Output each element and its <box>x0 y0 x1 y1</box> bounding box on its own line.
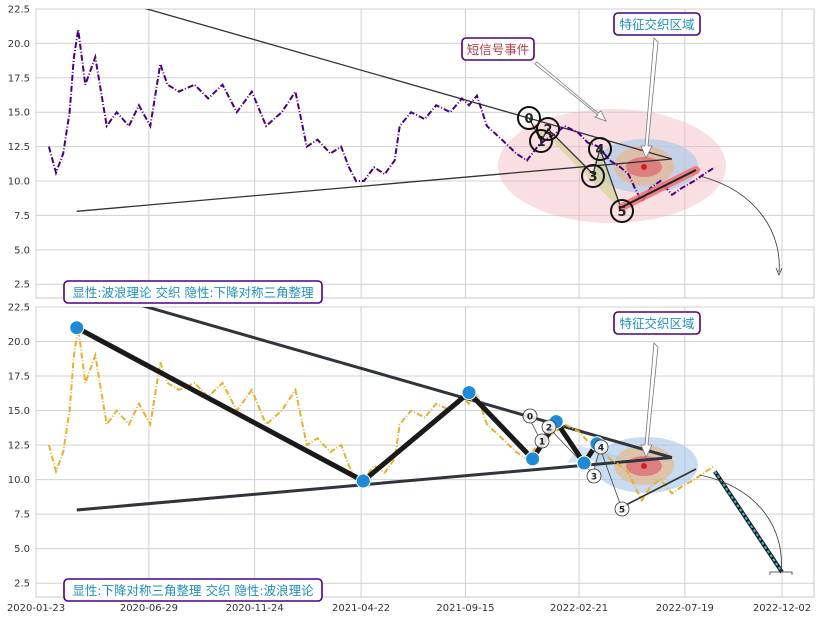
trendline-lower <box>76 456 673 512</box>
wave-marker-label: 4 <box>598 444 604 454</box>
wave-marker-circle <box>593 439 609 455</box>
wave-marker-circle <box>541 419 557 435</box>
trendline-lower <box>76 158 673 212</box>
pivot-point <box>525 451 541 467</box>
y-tick-label: 5.0 <box>14 245 30 256</box>
top-trendlines <box>76 9 673 212</box>
wave-marker-circle <box>529 129 553 153</box>
y-tick-label: 7.5 <box>14 211 30 222</box>
top-feature-arrow <box>640 37 659 159</box>
x-tick-label: 2021-09-15 <box>436 603 494 614</box>
y-tick-label: 22.5 <box>8 5 30 16</box>
bottom-projection-highlight <box>713 470 783 573</box>
svg-text:特征交织区域: 特征交织区域 <box>619 316 694 331</box>
wave-marker-label: 0 <box>527 413 533 423</box>
top-pattern-label: 显性:波浪理论 交织 隐性:下降对称三角整理 <box>63 280 323 304</box>
y-tick-label: 12.5 <box>8 142 30 153</box>
bottom-price-series <box>47 327 716 503</box>
pivot-point <box>355 473 371 489</box>
x-tick-label: 2021-04-22 <box>332 603 390 614</box>
pivot-point <box>69 320 85 336</box>
wave-marker-circle <box>588 137 612 161</box>
trendline-upper <box>144 9 673 160</box>
x-tick-label: 2022-02-21 <box>550 603 608 614</box>
y-tick-label: 5.0 <box>14 544 30 555</box>
y-tick-label: 17.5 <box>8 73 30 84</box>
y-tick-label: 2.5 <box>14 579 30 590</box>
wave-marker-label: 1 <box>536 135 545 150</box>
wave-marker-circle <box>610 199 634 223</box>
y-tick-label: 15.0 <box>8 108 30 119</box>
bottom-projection-bracket <box>769 571 793 575</box>
x-tick-labels: 2020-01-23 2020-06-29 2020-11-24 2021-04-22… <box>7 603 811 614</box>
y-tick-label: 15.0 <box>8 406 30 417</box>
top-price-series <box>47 29 716 204</box>
wave-marker-label: 0 <box>524 112 533 127</box>
wave-marker-circle <box>581 164 605 188</box>
wave-marker-circle <box>534 433 550 449</box>
wave-marker-circle <box>586 468 602 484</box>
bottom-trendlines <box>76 307 673 512</box>
x-tick-label: 2020-01-23 <box>7 603 65 614</box>
svg-text:短信号事件: 短信号事件 <box>467 42 530 57</box>
y-tick-label: 22.5 <box>8 303 30 314</box>
top-feature-zone-label: 特征交织区域 <box>613 12 701 36</box>
y-tick-label: 17.5 <box>8 372 30 383</box>
top-projection-arrowhead <box>775 267 783 277</box>
y-tick-label: 10.0 <box>8 475 30 486</box>
bottom-panel: 2.5 5.0 7.5 10.0 12.5 15.0 17.5 20.0 22.5 2020-0… <box>7 303 815 614</box>
top-panel: 2.5 5.0 7.5 10.0 12.5 15.0 17.5 20.0 22.5 012 3 4 5 <box>8 5 815 304</box>
x-tick-label: 2022-12-02 <box>753 603 811 614</box>
top-y-tick-labels: 2.5 5.0 7.5 10.0 12.5 15.0 17.5 20.0 22.5 <box>8 5 30 291</box>
y-tick-label: 7.5 <box>14 510 30 521</box>
x-tick-label: 2022-07-19 <box>656 603 714 614</box>
y-tick-label: 20.0 <box>8 337 30 348</box>
wave-marker-label: 1 <box>539 438 545 448</box>
bottom-projection-arc <box>699 474 782 573</box>
y-tick-label: 10.0 <box>8 177 30 188</box>
wave-marker-circle <box>522 408 538 424</box>
y-tick-label: 20.0 <box>8 39 30 50</box>
trendline-upper <box>141 307 673 459</box>
wave-marker-label: 3 <box>588 170 597 185</box>
pivot-point <box>461 385 477 401</box>
svg-text:显性:波浪理论 交织 隐性:下降对称三角整理: 显性:波浪理论 交织 隐性:下降对称三角整理 <box>72 285 314 300</box>
wave-marker-label: 3 <box>591 473 597 483</box>
bottom-wave-markers: 0 12 3 4 5 <box>522 408 630 517</box>
top-wave-markers: 012 3 4 5 <box>517 106 634 223</box>
top-short-signal-arrow <box>534 61 607 122</box>
wave-marker-label: 5 <box>617 205 626 220</box>
wave-marker-circle <box>517 106 541 130</box>
top-short-signal-label: 短信号事件 <box>461 37 535 61</box>
y-tick-label: 2.5 <box>14 280 30 291</box>
bottom-feature-zone <box>594 437 698 493</box>
top-projection-arrow <box>699 175 780 273</box>
bottom-y-tick-labels: 2.5 5.0 7.5 10.0 12.5 15.0 17.5 20.0 22.5 <box>8 303 30 590</box>
wave-marker-label: 2 <box>543 123 552 138</box>
bottom-feature-zone-label: 特征交织区域 <box>613 311 701 335</box>
wave-marker-circle <box>614 501 630 517</box>
svg-text:特征交织区域: 特征交织区域 <box>619 17 694 32</box>
bottom-pattern-label: 显性:下降对称三角整理 交织 隐性:波浪理论 <box>63 578 323 602</box>
bottom-pivot-markers <box>69 320 605 489</box>
wave-marker-circle <box>536 117 560 141</box>
svg-text:显性:下降对称三角整理 交织 隐性:波浪理论: 显性:下降对称三角整理 交织 隐性:波浪理论 <box>72 583 314 598</box>
wave-marker-label: 4 <box>595 143 604 158</box>
pivot-point <box>576 455 592 471</box>
bottom-feature-arrow <box>640 342 659 458</box>
wave-marker-label: 5 <box>619 506 625 516</box>
y-tick-label: 12.5 <box>8 441 30 452</box>
wave-marker-label: 2 <box>546 424 552 434</box>
x-tick-label: 2020-06-29 <box>120 603 178 614</box>
x-tick-label: 2020-11-24 <box>226 603 284 614</box>
